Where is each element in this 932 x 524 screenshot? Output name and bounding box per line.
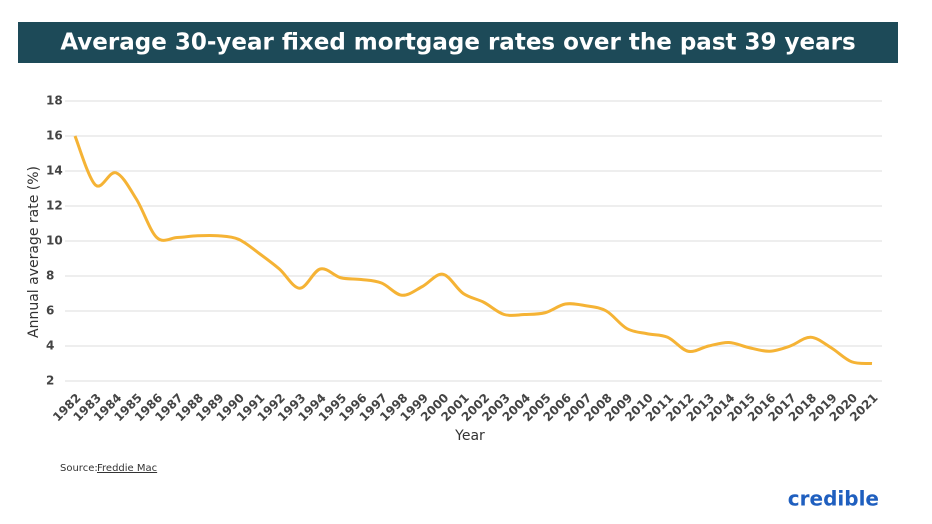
y-tick-label: 14 [46,164,63,178]
y-axis-label: Annual average rate (%) [26,166,42,338]
y-tick-label: 12 [46,199,63,213]
source-link[interactable]: Freddie Mac [97,463,157,474]
y-tick-label: 4 [46,339,54,353]
y-tick-label: 6 [46,304,54,318]
source-label: Source: [60,463,98,474]
chart-title: Average 30-year fixed mortgage rates ove… [60,30,855,56]
x-axis-label: Year [454,428,485,444]
logo: credible [788,487,879,511]
y-tick-label: 10 [46,234,63,248]
title-banner [18,22,898,63]
y-tick-label: 2 [46,374,54,388]
y-tick-label: 16 [46,129,63,143]
y-tick-label: 18 [46,94,63,108]
y-tick-label: 8 [46,269,54,283]
line [73,135,873,366]
